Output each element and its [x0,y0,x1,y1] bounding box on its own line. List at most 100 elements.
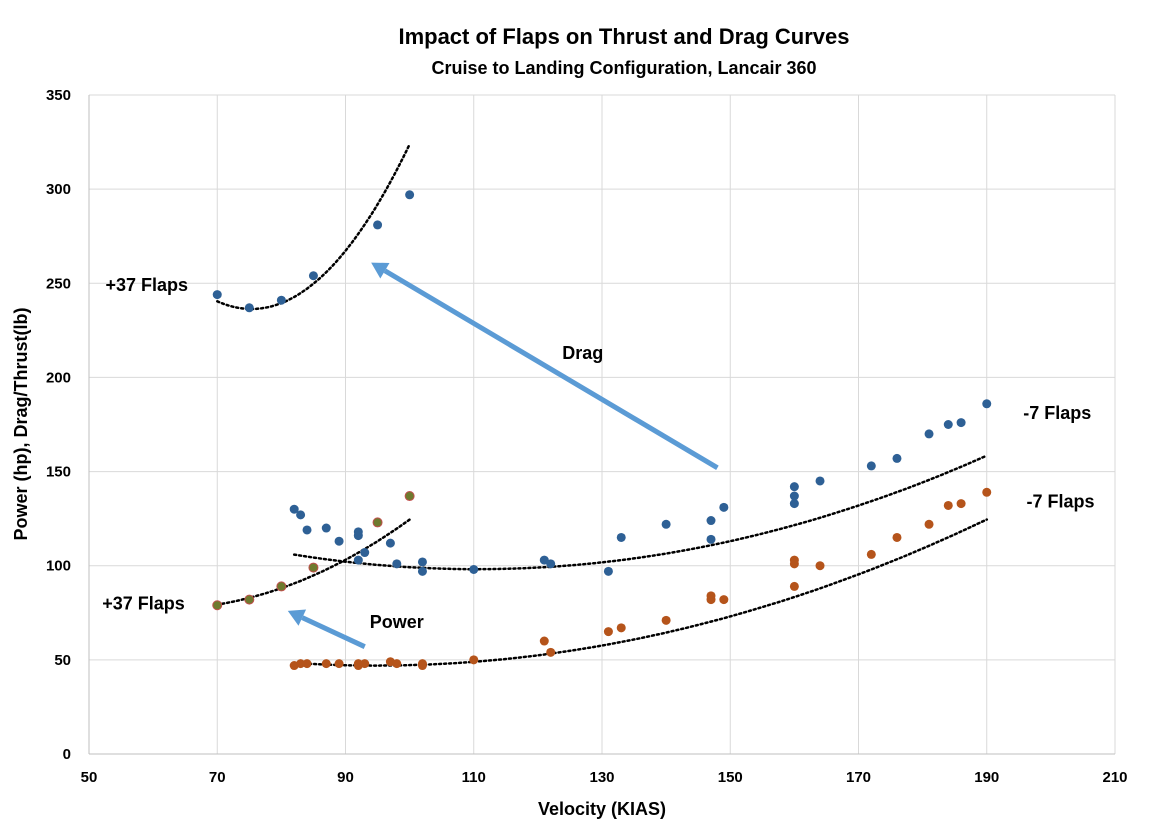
drag-arrow [371,262,719,470]
series-power-flaps [212,491,415,611]
drag-flaps-label: +37 Flaps [105,275,188,295]
data-point [706,516,716,526]
data-point [789,581,799,591]
data-point [603,566,613,576]
x-tick-label: 210 [1102,769,1127,786]
drag-clean-fit [292,454,989,571]
data-point [924,429,934,439]
x-tick-label: 190 [974,769,999,786]
data-point [405,190,415,200]
data-point [373,220,383,230]
series-drag-clean [289,399,992,576]
data-point [539,636,549,646]
arrows [287,262,719,649]
data-point [924,519,934,529]
arrow-shaft [301,615,366,649]
y-tick-label: 250 [46,275,71,292]
arrow-shaft [383,268,719,470]
data-point [334,536,344,546]
data-point [815,476,825,486]
drag-clean-label: -7 Flaps [1023,403,1091,423]
data-point [661,615,671,625]
arrow-head [287,609,307,626]
data-point [302,659,312,669]
data-point [392,559,402,569]
data-point [546,647,556,657]
data-point [892,453,902,463]
data-point [603,627,613,637]
grid [89,94,1116,754]
y-tick-label: 300 [46,181,71,198]
x-axis-label: Velocity (KIAS) [538,799,666,819]
data-point [789,482,799,492]
data-point [417,566,427,576]
data-point [789,491,799,501]
data-point [302,525,312,535]
power-clean-fit [292,518,989,667]
data-point [353,659,363,669]
data-point [661,519,671,529]
data-point [866,461,876,471]
x-tick-label: 90 [337,769,354,786]
power-flaps-label: +37 Flaps [102,593,185,613]
data-point [815,561,825,571]
x-tick-label: 110 [462,769,486,786]
data-point [616,532,626,542]
y-tick-label: 100 [46,558,71,575]
data-point [719,502,729,512]
data-point [943,420,953,429]
x-tick-label: 70 [209,769,226,786]
data-point [616,623,626,633]
data-point [360,548,370,558]
series-drag-flaps [212,190,415,313]
data-point [353,555,363,565]
data-point [212,600,223,611]
data-point [706,534,716,544]
power-clean-label: -7 Flaps [1026,492,1094,512]
x-tick-label: 130 [589,769,614,786]
data-point [289,504,299,514]
data-point [308,271,318,281]
data-point [956,418,966,428]
data-point [244,594,255,605]
y-tick-label: 50 [54,652,71,669]
power-flaps-fit [216,518,411,606]
data-point [417,661,427,671]
data-point [392,659,402,669]
data-point [404,491,415,502]
data-point [353,531,363,541]
data-point [276,581,287,592]
data-point [372,517,383,528]
y-tick-label: 150 [46,464,71,481]
data-point [244,303,254,313]
data-point [296,510,306,520]
data-point [789,555,799,565]
data-point [417,557,427,567]
data-point [719,595,729,605]
data-point [982,487,992,497]
data-point [334,659,344,669]
axes: 50 70 90 110 130 150 170 190 210 0 50 100 150 200 250 3… [46,87,1128,786]
data-point [321,523,331,533]
data-point [308,562,319,573]
data-points [212,190,992,671]
data-point [360,659,370,669]
data-point [546,559,556,569]
drag-arrow-label: Drag [562,343,603,363]
data-point [982,399,992,409]
y-tick-label: 350 [46,87,71,104]
data-point [943,500,953,510]
data-point [469,655,479,665]
x-tick-label: 50 [81,769,98,786]
x-tick-label: 170 [846,769,871,786]
chart-title: Impact of Flaps on Thrust and Drag Curve… [398,24,849,49]
data-point [892,532,902,542]
y-tick-label: 200 [46,369,71,386]
data-point [866,549,876,559]
data-point [276,295,286,305]
data-point [789,499,799,509]
y-tick-label: 0 [63,746,71,763]
arrow-head [371,262,390,279]
